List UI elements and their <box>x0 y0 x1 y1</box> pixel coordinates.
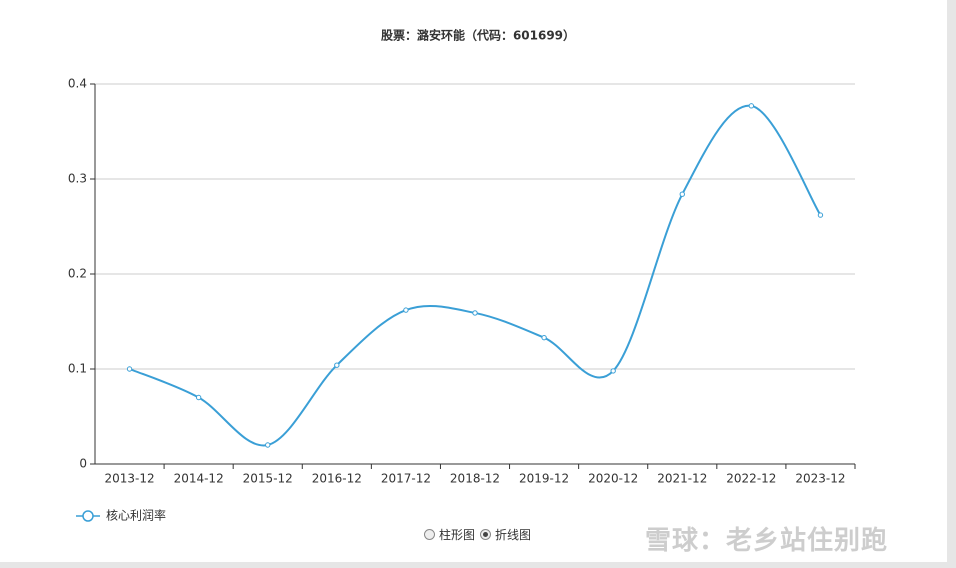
point <box>472 310 478 316</box>
chart-title: 股票：潞安环能（代码：601699） <box>381 28 575 43</box>
x-tick-label: 2021-12 <box>657 472 707 486</box>
point <box>195 394 202 401</box>
y-tick-label: 0.2 <box>68 267 87 281</box>
legend-marker <box>82 510 94 522</box>
x-tick-label: 2023-12 <box>795 472 845 486</box>
series-line <box>129 104 822 447</box>
y-tick-label: 0.1 <box>68 362 87 376</box>
radio[interactable] <box>480 529 491 540</box>
x-tick-label: 2017-12 <box>381 472 431 486</box>
point <box>541 334 547 341</box>
y-tick-label: 0.4 <box>68 77 87 91</box>
y-tick-label: 0.3 <box>68 172 87 186</box>
radio[interactable] <box>424 529 435 540</box>
point <box>403 307 409 313</box>
bottom-edge <box>0 562 956 568</box>
x-tick-label: 2022-12 <box>726 472 776 486</box>
y-tick-label: 0 <box>79 457 87 471</box>
option-label[interactable]: 折线图 <box>495 528 532 542</box>
x-tick-label: 2014-12 <box>174 472 224 486</box>
point <box>679 191 685 197</box>
point <box>817 212 824 218</box>
x-tick-label: 2015-12 <box>243 472 293 486</box>
right-edge <box>947 0 956 568</box>
x-tick-label: 2016-12 <box>312 472 362 486</box>
x-tick-label: 2019-12 <box>519 472 569 486</box>
chart-type-option[interactable]: 折线图 <box>480 526 531 543</box>
point <box>265 442 271 448</box>
legend-label: 核心利润率 <box>106 508 166 523</box>
point <box>126 366 133 372</box>
x-tick-label: 2018-12 <box>450 472 500 486</box>
watermark: 雪球：老乡站住别跑 <box>645 526 889 556</box>
chart-type-option[interactable]: 柱形图 <box>424 526 475 543</box>
point <box>748 103 755 109</box>
option-label[interactable]: 柱形图 <box>439 528 476 542</box>
x-tick-label: 2013-12 <box>104 472 154 486</box>
point <box>610 368 616 374</box>
x-tick-label: 2020-12 <box>588 472 638 486</box>
point <box>334 362 340 368</box>
